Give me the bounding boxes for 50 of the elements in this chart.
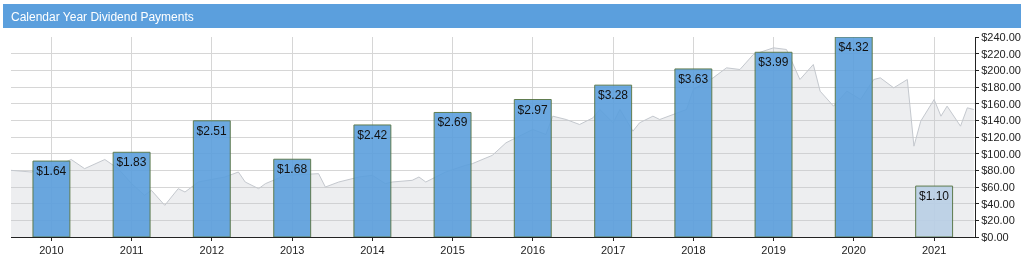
bar xyxy=(192,120,231,237)
chart-title: Calendar Year Dividend Payments xyxy=(3,4,1021,28)
data-label: $1.68 xyxy=(277,162,308,177)
bar xyxy=(32,160,71,237)
data-label: $2.51 xyxy=(196,123,227,138)
x-tick-label: 2021 xyxy=(921,244,947,257)
data-label: $2.69 xyxy=(437,115,468,130)
x-tick-label: 2019 xyxy=(761,244,786,257)
x-tick-label: 2016 xyxy=(520,244,545,257)
y-tick-label: $40.00 xyxy=(981,197,1015,210)
bar xyxy=(754,51,793,237)
y-tick-label: $80.00 xyxy=(981,164,1015,177)
y-tick-label: $100.00 xyxy=(981,147,1021,160)
data-label: $1.83 xyxy=(116,155,147,170)
x-tick-label: 2012 xyxy=(199,244,225,257)
y-tick-label: $0.00 xyxy=(981,230,1009,243)
x-tick-label: 2013 xyxy=(279,244,305,257)
bar xyxy=(353,124,392,237)
data-label: $2.97 xyxy=(517,102,548,117)
x-tick-label: 2010 xyxy=(39,244,64,257)
data-label: $4.32 xyxy=(838,40,869,54)
x-tick-label: 2011 xyxy=(119,244,144,257)
bar xyxy=(112,151,151,237)
y-tick-label: $240.00 xyxy=(981,30,1021,43)
y-tick-label: $200.00 xyxy=(981,64,1021,77)
data-label: $2.42 xyxy=(357,127,388,142)
y-tick-label: $140.00 xyxy=(981,114,1021,127)
bar xyxy=(594,84,633,237)
x-tick-label: 2014 xyxy=(360,244,385,257)
data-label: $3.28 xyxy=(597,88,629,103)
x-tick-label: 2015 xyxy=(440,244,465,257)
bar xyxy=(273,158,312,237)
data-label: $3.63 xyxy=(678,71,709,86)
x-tick-label: 2020 xyxy=(841,244,866,257)
data-label: $1.10 xyxy=(918,189,950,204)
y-tick-label: $180.00 xyxy=(981,80,1021,93)
x-tick-label: 2018 xyxy=(681,244,706,257)
y-tick-label: $20.00 xyxy=(981,214,1015,227)
x-tick-label: 2017 xyxy=(600,244,626,257)
bar xyxy=(513,99,552,237)
bar xyxy=(834,37,873,237)
bar xyxy=(433,111,472,237)
y-tick-label: $160.00 xyxy=(981,97,1021,110)
data-label: $1.64 xyxy=(36,164,67,179)
y-tick-label: $60.00 xyxy=(981,180,1015,193)
y-tick-label: $120.00 xyxy=(981,130,1021,143)
data-label: $3.99 xyxy=(758,55,789,70)
y-tick-label: $220.00 xyxy=(981,47,1021,60)
bar xyxy=(915,185,954,237)
bar xyxy=(674,68,713,237)
